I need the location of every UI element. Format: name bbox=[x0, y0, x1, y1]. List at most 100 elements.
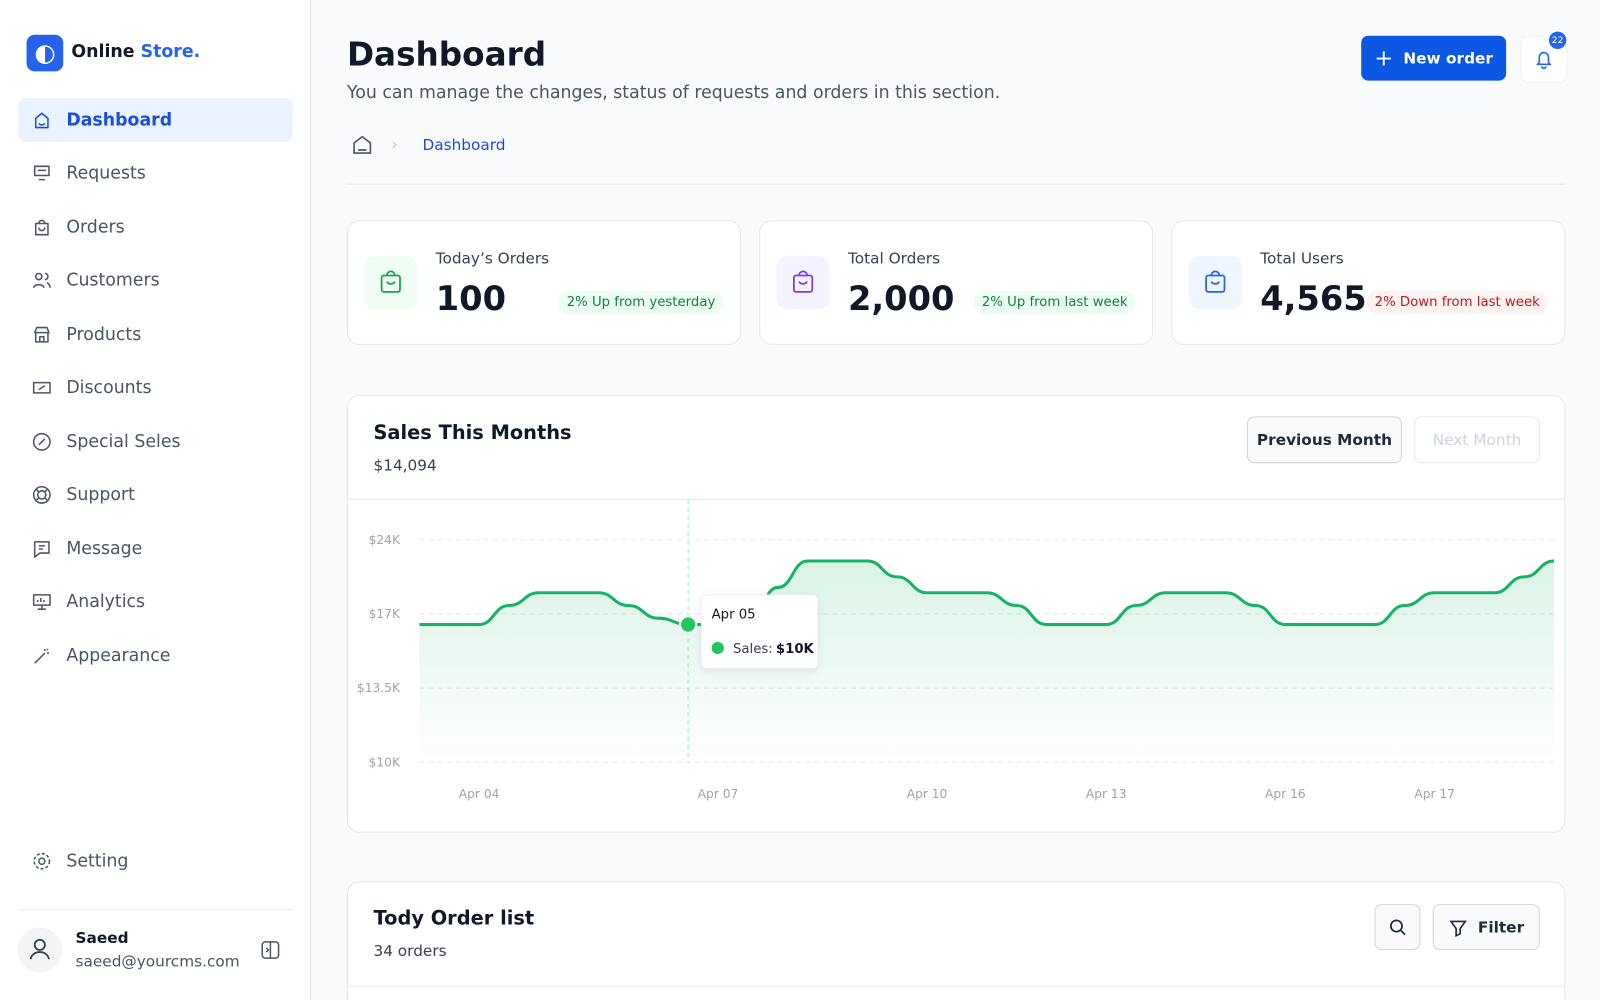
logo: ◐ bbox=[26, 34, 64, 72]
brand: Online Store. bbox=[71, 42, 200, 62]
nav-item[interactable]: Discounts bbox=[18, 366, 292, 410]
nav-icon bbox=[34, 647, 49, 664]
y-tick-label: $13.5K bbox=[357, 681, 401, 695]
stat-change: 2% Up from yesterday bbox=[558, 290, 724, 315]
breadcrumb[interactable]: Dashboard bbox=[422, 135, 506, 155]
y-tick-label: $17K bbox=[369, 607, 401, 621]
button-label: New order bbox=[1403, 48, 1493, 68]
new-order-button[interactable]: + New order bbox=[1361, 35, 1507, 81]
divider bbox=[346, 183, 1566, 185]
stat-label: Total Users bbox=[1260, 248, 1344, 268]
nav-icon bbox=[32, 272, 51, 288]
nav-item[interactable]: Special Seles bbox=[18, 419, 292, 463]
nav-item[interactable]: Requests bbox=[18, 152, 292, 196]
nav-label: Products bbox=[66, 323, 142, 345]
nav-icon bbox=[32, 594, 51, 610]
y-tick-label: $10K bbox=[369, 755, 401, 769]
nav-icon bbox=[34, 111, 49, 128]
stat-label: Total Orders bbox=[847, 248, 941, 268]
nav-icon bbox=[33, 540, 50, 558]
stat-icon bbox=[776, 256, 830, 310]
search-button[interactable] bbox=[1374, 904, 1421, 950]
nav-label: Special Seles bbox=[66, 431, 181, 452]
button-label: Filter bbox=[1477, 917, 1525, 937]
nav-icon bbox=[33, 326, 50, 343]
nav-item[interactable]: Appearance bbox=[18, 634, 292, 678]
nav-label: Dashboard bbox=[66, 109, 173, 131]
orders-count: 34 orders bbox=[373, 941, 447, 961]
next-button[interactable]: Next Month bbox=[1414, 416, 1540, 464]
sidebar: ◐ Online Store. Dashboard Requests Orders C… bbox=[0, 0, 312, 1000]
chart-card: Sales This Months $14,094 Previous Month… bbox=[346, 394, 1566, 833]
page-title: Dashboard bbox=[346, 34, 547, 74]
tooltip-dot bbox=[711, 641, 724, 655]
chart-title: Sales This Months bbox=[373, 421, 572, 444]
nav-label: Support bbox=[66, 484, 135, 506]
chart-total: $14,094 bbox=[373, 456, 437, 475]
stat-value: 2,000 bbox=[847, 278, 955, 319]
tooltip-label: Sales: bbox=[733, 642, 773, 657]
tooltip-value: $10K bbox=[776, 642, 815, 657]
stat-card: Today’s Orders 100 2% Up from yesterday bbox=[346, 220, 741, 345]
avatar bbox=[17, 927, 63, 973]
stat-value: 100 bbox=[435, 278, 507, 319]
stat-icon bbox=[1188, 256, 1242, 310]
nav-item[interactable]: Analytics bbox=[18, 580, 292, 624]
notification-badge: 22 bbox=[1548, 31, 1567, 49]
nav-item[interactable]: Setting bbox=[18, 839, 292, 883]
nav-item[interactable]: Orders bbox=[18, 205, 292, 249]
filter-button[interactable]: Filter bbox=[1432, 904, 1540, 950]
nav-label: Discounts bbox=[66, 377, 152, 398]
x-tick-label: Apr 16 bbox=[1265, 787, 1306, 801]
stat-card: Total Users 4,565 2% Down from last week bbox=[1171, 220, 1566, 345]
nav-label: Setting bbox=[66, 850, 129, 871]
brand-name: Online bbox=[71, 41, 135, 63]
nav-icon bbox=[32, 381, 51, 394]
stat-icon bbox=[364, 256, 418, 310]
orders-title: Tody Order list bbox=[373, 907, 535, 930]
stat-value: 4,565 bbox=[1260, 278, 1367, 319]
collapse-icon[interactable] bbox=[260, 940, 280, 960]
divider bbox=[347, 498, 1565, 500]
nav-item[interactable]: Support bbox=[18, 473, 292, 517]
x-tick-label: Apr 10 bbox=[907, 787, 948, 801]
nav-label: Customers bbox=[66, 270, 160, 291]
nav-label: Analytics bbox=[66, 591, 146, 613]
breadcrumb-icons bbox=[353, 135, 398, 154]
area bbox=[419, 560, 1555, 763]
stat-label: Today’s Orders bbox=[435, 248, 550, 268]
nav-icon bbox=[33, 165, 50, 181]
nav-item[interactable]: Message bbox=[18, 527, 292, 571]
stat-change: 2% Up from last week bbox=[973, 290, 1136, 315]
orders-card: Tody Order list 34 orders Filter bbox=[346, 881, 1566, 1000]
x-tick-label: Apr 17 bbox=[1414, 787, 1455, 801]
tooltip bbox=[700, 594, 819, 669]
nav-item[interactable]: Products bbox=[18, 312, 292, 356]
divider bbox=[18, 909, 293, 911]
bell-button[interactable] bbox=[1520, 35, 1568, 83]
user-email: saeed@yourcms.com bbox=[75, 952, 240, 971]
highlight-point bbox=[678, 615, 698, 634]
y-tick-label: $24K bbox=[369, 533, 401, 547]
stat-change: 2% Down from last week bbox=[1366, 290, 1548, 315]
nav-label: Requests bbox=[66, 163, 146, 184]
nav-item[interactable]: Customers bbox=[18, 259, 292, 303]
stat-card: Total Orders 2,000 2% Up from last week bbox=[759, 220, 1154, 345]
chart: $10K $13.5K $17K $24K Apr 04 Apr 07 Apr 10 Apr … bbox=[357, 499, 1555, 801]
nav-icon bbox=[34, 219, 49, 235]
divider bbox=[347, 985, 1565, 987]
tooltip-date: Apr 05 bbox=[712, 607, 756, 622]
line bbox=[419, 559, 1555, 627]
nav-label: Orders bbox=[66, 216, 125, 238]
nav-label: Appearance bbox=[66, 645, 171, 666]
previous-button[interactable]: Previous Month bbox=[1246, 416, 1403, 464]
nav-icon bbox=[32, 485, 51, 504]
x-tick-label: Apr 04 bbox=[459, 787, 500, 801]
user-name: Saeed bbox=[75, 928, 129, 947]
nav-item[interactable]: Dashboard bbox=[18, 97, 293, 142]
nav-icon bbox=[32, 432, 51, 451]
x-tick-label: Apr 13 bbox=[1086, 787, 1127, 801]
brand-accent: Store. bbox=[140, 41, 201, 63]
